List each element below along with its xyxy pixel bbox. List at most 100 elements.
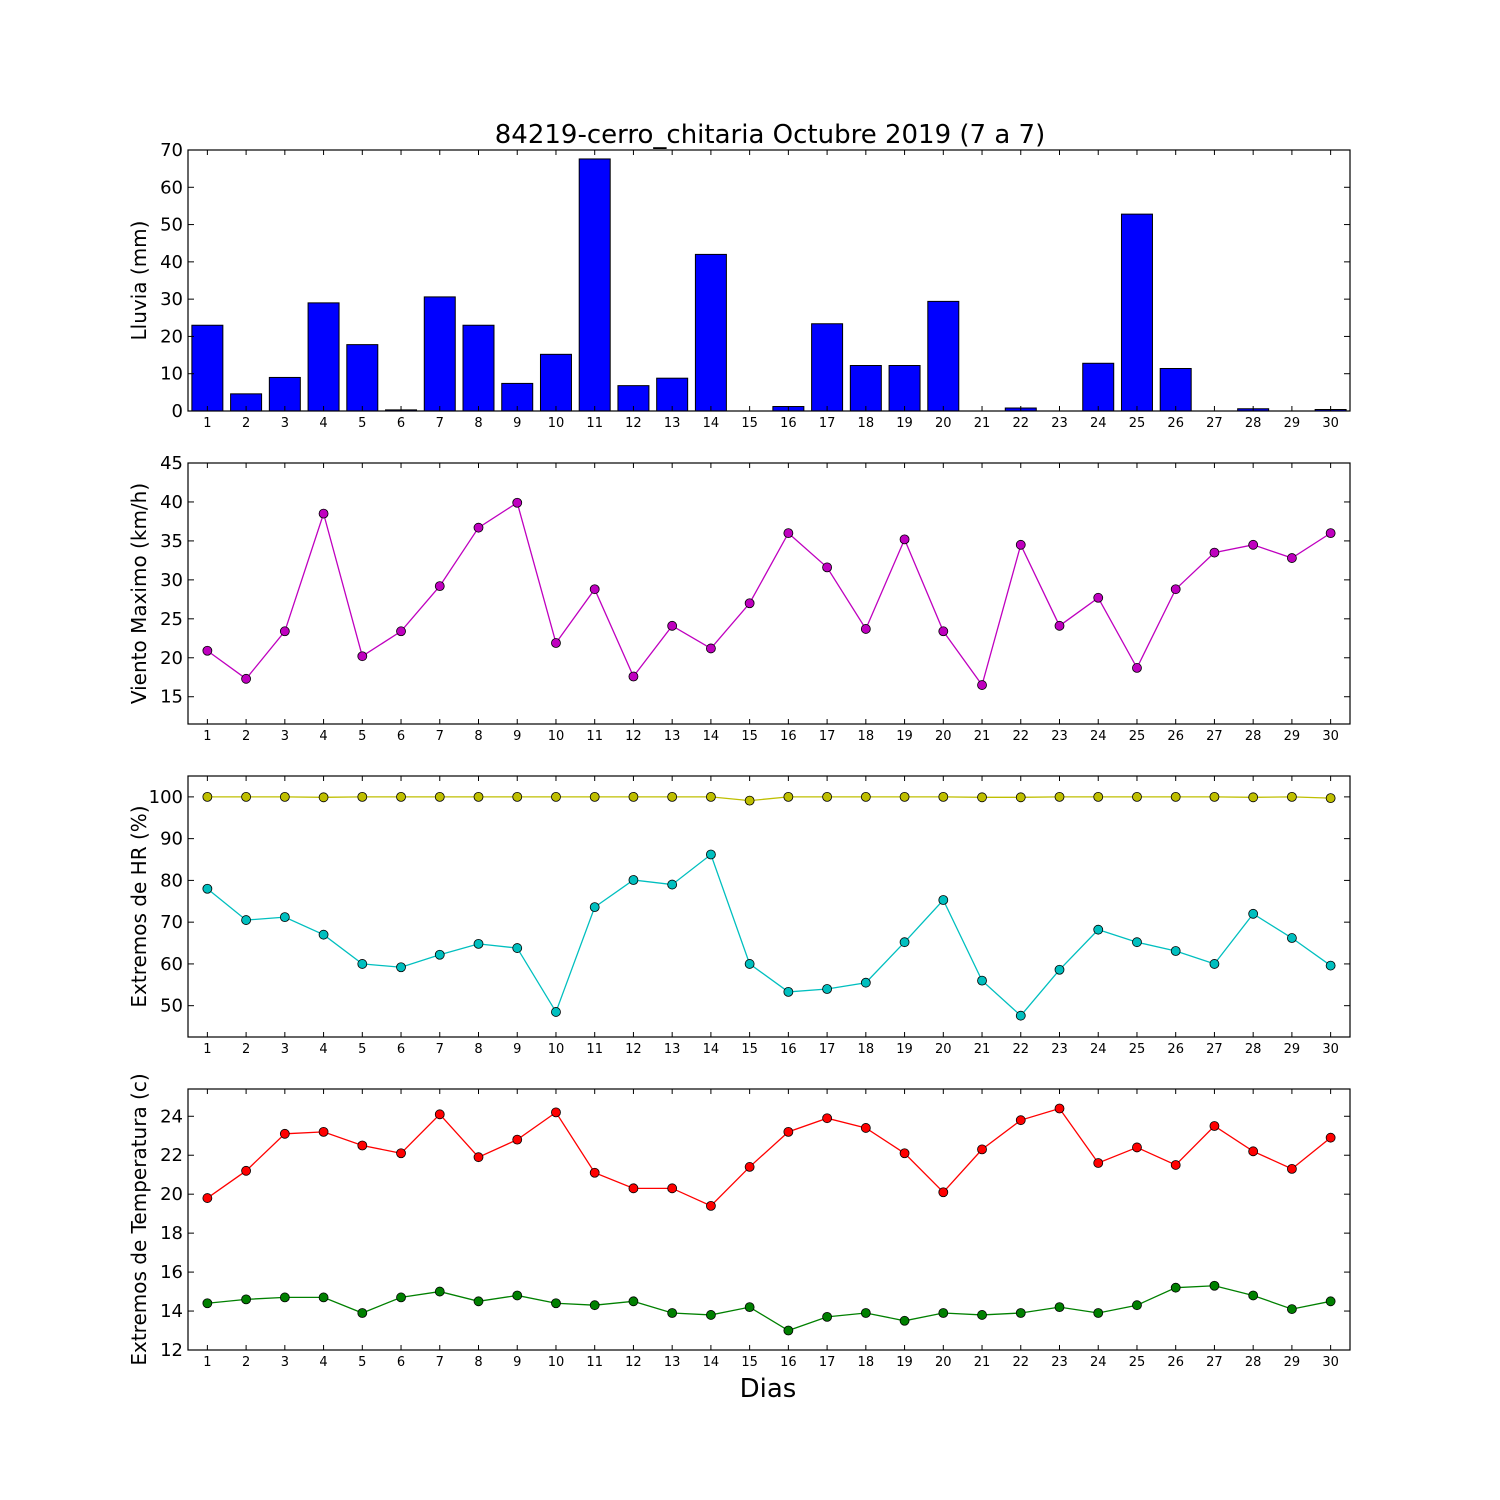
x-tick-label: 9 bbox=[513, 1355, 521, 1370]
series-1-point-day-20 bbox=[938, 791, 949, 802]
series-2-point-day-29 bbox=[1287, 1304, 1297, 1314]
x-tick-label: 9 bbox=[513, 729, 521, 744]
series-1-point-day-9 bbox=[512, 791, 523, 802]
y-tick-label: 80 bbox=[160, 870, 183, 891]
series-2-point-day-30 bbox=[1325, 1296, 1336, 1307]
x-tick-label: 3 bbox=[281, 1355, 289, 1370]
y-axis-label: Extremos de HR (%) bbox=[127, 805, 151, 1007]
series-2-point-day-20 bbox=[938, 1308, 949, 1318]
y-tick-label: 100 bbox=[149, 787, 183, 808]
x-tick-label: 16 bbox=[780, 1042, 797, 1057]
x-tick-label: 24 bbox=[1090, 729, 1107, 744]
plot-background bbox=[188, 1089, 1350, 1350]
x-tick-label: 14 bbox=[703, 416, 720, 431]
series-1-point-day-10 bbox=[551, 1107, 561, 1118]
x-tick-label: 2 bbox=[242, 416, 250, 431]
series-1-point-day-16 bbox=[783, 528, 794, 539]
x-tick-label: 27 bbox=[1206, 1042, 1223, 1057]
x-tick-label: 7 bbox=[436, 416, 444, 431]
x-tick-label: 5 bbox=[358, 416, 366, 431]
series-2-point-day-21 bbox=[977, 1310, 987, 1320]
x-tick-label: 30 bbox=[1322, 729, 1339, 744]
series-1-point-day-21 bbox=[977, 680, 987, 690]
series-2-point-day-24 bbox=[1093, 924, 1104, 935]
x-tick-label: 30 bbox=[1322, 1042, 1339, 1057]
x-tick-label: 29 bbox=[1284, 416, 1301, 431]
x-tick-label: 4 bbox=[319, 416, 327, 431]
x-tick-label: 22 bbox=[1012, 1355, 1029, 1370]
x-tick-label: 1 bbox=[203, 416, 211, 431]
series-2-point-day-15 bbox=[744, 1302, 755, 1313]
x-tick-label: 2 bbox=[242, 1355, 250, 1370]
series-1-point-day-26 bbox=[1170, 584, 1181, 595]
series-2-point-day-26 bbox=[1170, 1282, 1181, 1293]
bar-day-19 bbox=[888, 365, 921, 412]
x-tick-label: 16 bbox=[780, 416, 797, 431]
series-1-point-day-28 bbox=[1248, 1146, 1259, 1157]
series-2-point-day-12 bbox=[628, 875, 639, 885]
x-tick-label: 6 bbox=[397, 416, 405, 431]
series-1-point-day-28 bbox=[1248, 539, 1259, 550]
plot-frame bbox=[187, 149, 1351, 412]
series-1-point-day-23 bbox=[1054, 791, 1065, 802]
series-1-point-day-18 bbox=[860, 1123, 871, 1133]
series-1-point-day-26 bbox=[1170, 791, 1181, 802]
series-1-point-day-28 bbox=[1248, 792, 1259, 803]
x-tick-label: 17 bbox=[819, 729, 836, 744]
y-tick-label: 60 bbox=[160, 177, 183, 198]
series-1-point-day-10 bbox=[551, 638, 561, 648]
series-2-point-day-5 bbox=[357, 959, 368, 969]
series-2-point-day-24 bbox=[1093, 1308, 1104, 1318]
x-tick-label: 23 bbox=[1051, 1355, 1068, 1370]
series-2-point-day-22 bbox=[1015, 1010, 1026, 1021]
series-1-point-day-18 bbox=[860, 791, 871, 802]
x-tick-label: 15 bbox=[741, 729, 758, 744]
series-1-point-day-24 bbox=[1093, 1158, 1104, 1168]
x-tick-label: 11 bbox=[586, 416, 603, 431]
series-2-point-day-7 bbox=[434, 1286, 445, 1297]
series-1-point-day-23 bbox=[1054, 1103, 1065, 1114]
x-tick-label: 4 bbox=[319, 1355, 327, 1370]
bar-day-5 bbox=[346, 344, 379, 412]
series-line-1 bbox=[206, 501, 1331, 687]
x-tick-label: 28 bbox=[1245, 1042, 1262, 1057]
x-tick-label: 2 bbox=[242, 729, 250, 744]
x-tick-label: 1 bbox=[203, 729, 211, 744]
bar-day-17 bbox=[811, 323, 844, 412]
y-tick-label: 70 bbox=[160, 140, 183, 161]
series-1-point-day-13 bbox=[667, 791, 678, 802]
bar-day-11 bbox=[578, 158, 611, 412]
x-tick-label: 12 bbox=[625, 729, 642, 744]
series-1-point-day-29 bbox=[1287, 1163, 1297, 1174]
series-1-point-day-7 bbox=[434, 581, 445, 591]
x-tick-label: 30 bbox=[1322, 416, 1339, 431]
x-tick-label: 2 bbox=[242, 1042, 250, 1057]
series-2-point-day-28 bbox=[1248, 908, 1259, 919]
panel-4: 1 2 3 4 5 6 7 8 9 10 11 12 13 14 15 16 17 18 19 20 21 22 23 24 2… bbox=[127, 1073, 1351, 1370]
x-tick-label: 13 bbox=[664, 729, 681, 744]
series-2-point-day-9 bbox=[512, 1290, 523, 1301]
x-tick-label: 3 bbox=[281, 729, 289, 744]
chart-panels: 1 2 3 4 5 6 7 8 9 10 11 12 13 14 15 16 17 18 19 20 21 22 23 24 2… bbox=[127, 140, 1351, 1370]
x-tick-label: 24 bbox=[1090, 1355, 1107, 1370]
series-2-point-day-29 bbox=[1287, 933, 1297, 943]
x-tick-label: 3 bbox=[281, 1042, 289, 1057]
x-tick-label: 19 bbox=[896, 729, 913, 744]
series-1-point-day-17 bbox=[822, 791, 832, 802]
series-1-point-day-7 bbox=[434, 791, 445, 802]
series-1-point-day-2 bbox=[241, 1165, 252, 1176]
x-tick-label: 11 bbox=[586, 1355, 603, 1370]
x-tick-label: 12 bbox=[625, 1042, 642, 1057]
series-2-point-day-16 bbox=[783, 986, 794, 997]
series-1-point-day-12 bbox=[628, 1183, 639, 1194]
series-2-point-day-6 bbox=[396, 1292, 406, 1303]
x-tick-label: 1 bbox=[203, 1042, 211, 1057]
series-2-point-day-16 bbox=[783, 1325, 794, 1336]
x-tick-label: 29 bbox=[1284, 1042, 1301, 1057]
x-tick-label: 6 bbox=[397, 1042, 405, 1057]
series-2-point-day-1 bbox=[202, 883, 213, 894]
x-tick-label: 7 bbox=[436, 1042, 444, 1057]
series-2-point-day-27 bbox=[1209, 959, 1220, 969]
series-2-point-day-2 bbox=[241, 915, 252, 925]
bar-day-18 bbox=[849, 365, 882, 412]
